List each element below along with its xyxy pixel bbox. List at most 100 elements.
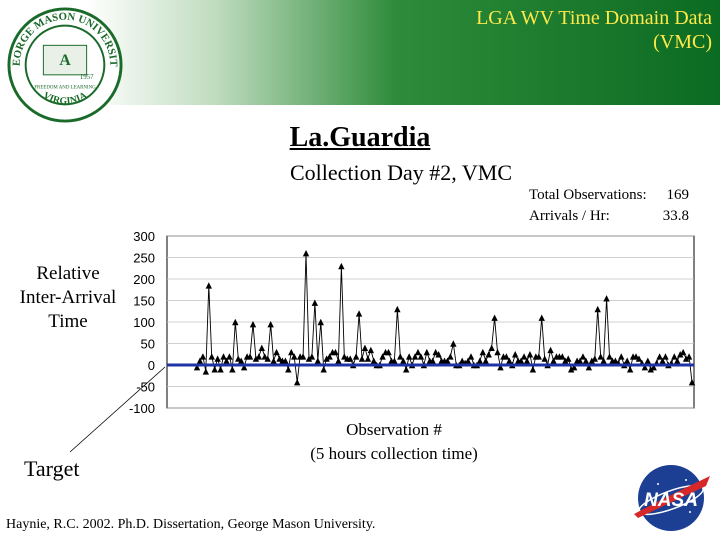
svg-text:NASA: NASA bbox=[644, 490, 698, 511]
data-point bbox=[214, 355, 221, 362]
data-point bbox=[299, 353, 307, 360]
data-point bbox=[205, 282, 212, 289]
data-point bbox=[644, 357, 652, 364]
data-point bbox=[685, 353, 693, 360]
total-observations-value: 169 bbox=[666, 187, 690, 203]
data-point bbox=[240, 363, 248, 371]
data-point bbox=[597, 353, 604, 360]
data-point bbox=[402, 366, 410, 373]
x-axis-label-line1: Observation # bbox=[346, 420, 442, 439]
data-point bbox=[252, 355, 260, 362]
y-axis-label: Relative Inter-Arrival Time bbox=[12, 262, 124, 334]
seal-year-text: 1957 bbox=[80, 74, 94, 81]
data-point bbox=[538, 314, 545, 321]
data-point bbox=[635, 355, 643, 362]
data-point bbox=[526, 351, 534, 358]
data-point bbox=[447, 353, 454, 360]
data-point bbox=[370, 357, 377, 364]
data-point bbox=[674, 357, 681, 364]
data-point bbox=[464, 357, 472, 364]
data-point bbox=[503, 353, 510, 360]
arrivals-per-hour-value: 33.8 bbox=[662, 208, 689, 224]
data-point bbox=[588, 357, 596, 364]
data-point bbox=[379, 353, 386, 360]
data-point bbox=[261, 353, 268, 360]
data-point bbox=[429, 357, 436, 364]
stats-panel: Total Observations: 169 Arrivals / Hr: 3… bbox=[529, 185, 689, 227]
data-point bbox=[529, 366, 537, 373]
data-point bbox=[535, 353, 542, 360]
x-axis-label: Observation # (5 hours collection time) bbox=[286, 418, 502, 466]
data-point bbox=[677, 351, 684, 358]
target-label: Target bbox=[24, 456, 80, 481]
data-point bbox=[550, 357, 557, 364]
data-point bbox=[229, 366, 236, 373]
data-point bbox=[282, 357, 289, 364]
svg-text:A: A bbox=[59, 52, 71, 69]
nasa-logo: NASA bbox=[634, 465, 710, 531]
data-point bbox=[582, 357, 590, 364]
data-point bbox=[347, 355, 354, 362]
y-tick-label: 100 bbox=[133, 315, 155, 330]
total-observations-label: Total Observations: bbox=[529, 187, 647, 203]
data-point bbox=[671, 353, 678, 360]
y-tick-label: -100 bbox=[129, 401, 155, 416]
y-tick-label: 300 bbox=[133, 229, 155, 244]
data-point bbox=[323, 355, 330, 362]
data-point bbox=[267, 320, 274, 328]
y-axis-label-line2: Inter-Arrival bbox=[19, 287, 117, 308]
data-point bbox=[232, 318, 239, 326]
data-point bbox=[506, 357, 513, 364]
data-point bbox=[423, 348, 431, 356]
data-point bbox=[467, 353, 475, 360]
y-tick-label: -50 bbox=[136, 380, 155, 395]
data-point bbox=[255, 353, 263, 360]
seal-motto-text: FREEDOM AND LEARNING bbox=[34, 86, 96, 91]
data-point bbox=[288, 348, 295, 356]
data-point bbox=[497, 363, 504, 371]
data-point bbox=[291, 353, 298, 360]
data-point bbox=[488, 344, 495, 351]
target-pointer-line bbox=[69, 366, 166, 453]
y-tick-label: 250 bbox=[133, 251, 155, 266]
y-tick-label: 50 bbox=[141, 337, 155, 352]
data-point bbox=[411, 353, 419, 360]
data-point bbox=[400, 357, 407, 364]
data-point bbox=[682, 355, 690, 362]
data-point bbox=[562, 357, 569, 364]
data-point bbox=[202, 368, 210, 375]
data-point bbox=[199, 353, 207, 360]
data-point bbox=[223, 357, 230, 364]
header-title-line2: (VMC) bbox=[653, 31, 712, 53]
data-point bbox=[264, 355, 271, 362]
data-point bbox=[688, 379, 696, 386]
y-axis-label-line3: Time bbox=[48, 311, 88, 332]
data-point bbox=[576, 357, 584, 364]
data-point bbox=[650, 363, 657, 371]
data-point bbox=[485, 351, 492, 358]
data-point bbox=[246, 353, 254, 360]
data-point bbox=[235, 355, 242, 362]
data-point bbox=[565, 355, 572, 362]
data-point bbox=[302, 250, 310, 257]
citation-text: Haynie, R.C. 2002. Ph.D. Dissertation, G… bbox=[6, 517, 376, 532]
data-point bbox=[385, 348, 392, 356]
data-point bbox=[208, 353, 215, 360]
data-point bbox=[358, 355, 366, 362]
data-point bbox=[320, 366, 327, 373]
data-point bbox=[338, 262, 345, 270]
data-point bbox=[317, 318, 324, 326]
data-point bbox=[520, 353, 528, 360]
data-point bbox=[217, 366, 224, 373]
data-point bbox=[594, 305, 601, 313]
data-point bbox=[435, 351, 442, 358]
page-title: La.Guardia bbox=[289, 122, 431, 153]
data-point bbox=[585, 363, 593, 371]
y-tick-label: 0 bbox=[148, 358, 155, 373]
data-point bbox=[285, 366, 292, 373]
arrivals-per-hour-label: Arrivals / Hr: bbox=[529, 208, 610, 224]
data-point bbox=[632, 353, 640, 360]
data-point bbox=[270, 357, 277, 364]
data-point bbox=[258, 344, 266, 351]
data-point bbox=[311, 299, 319, 306]
